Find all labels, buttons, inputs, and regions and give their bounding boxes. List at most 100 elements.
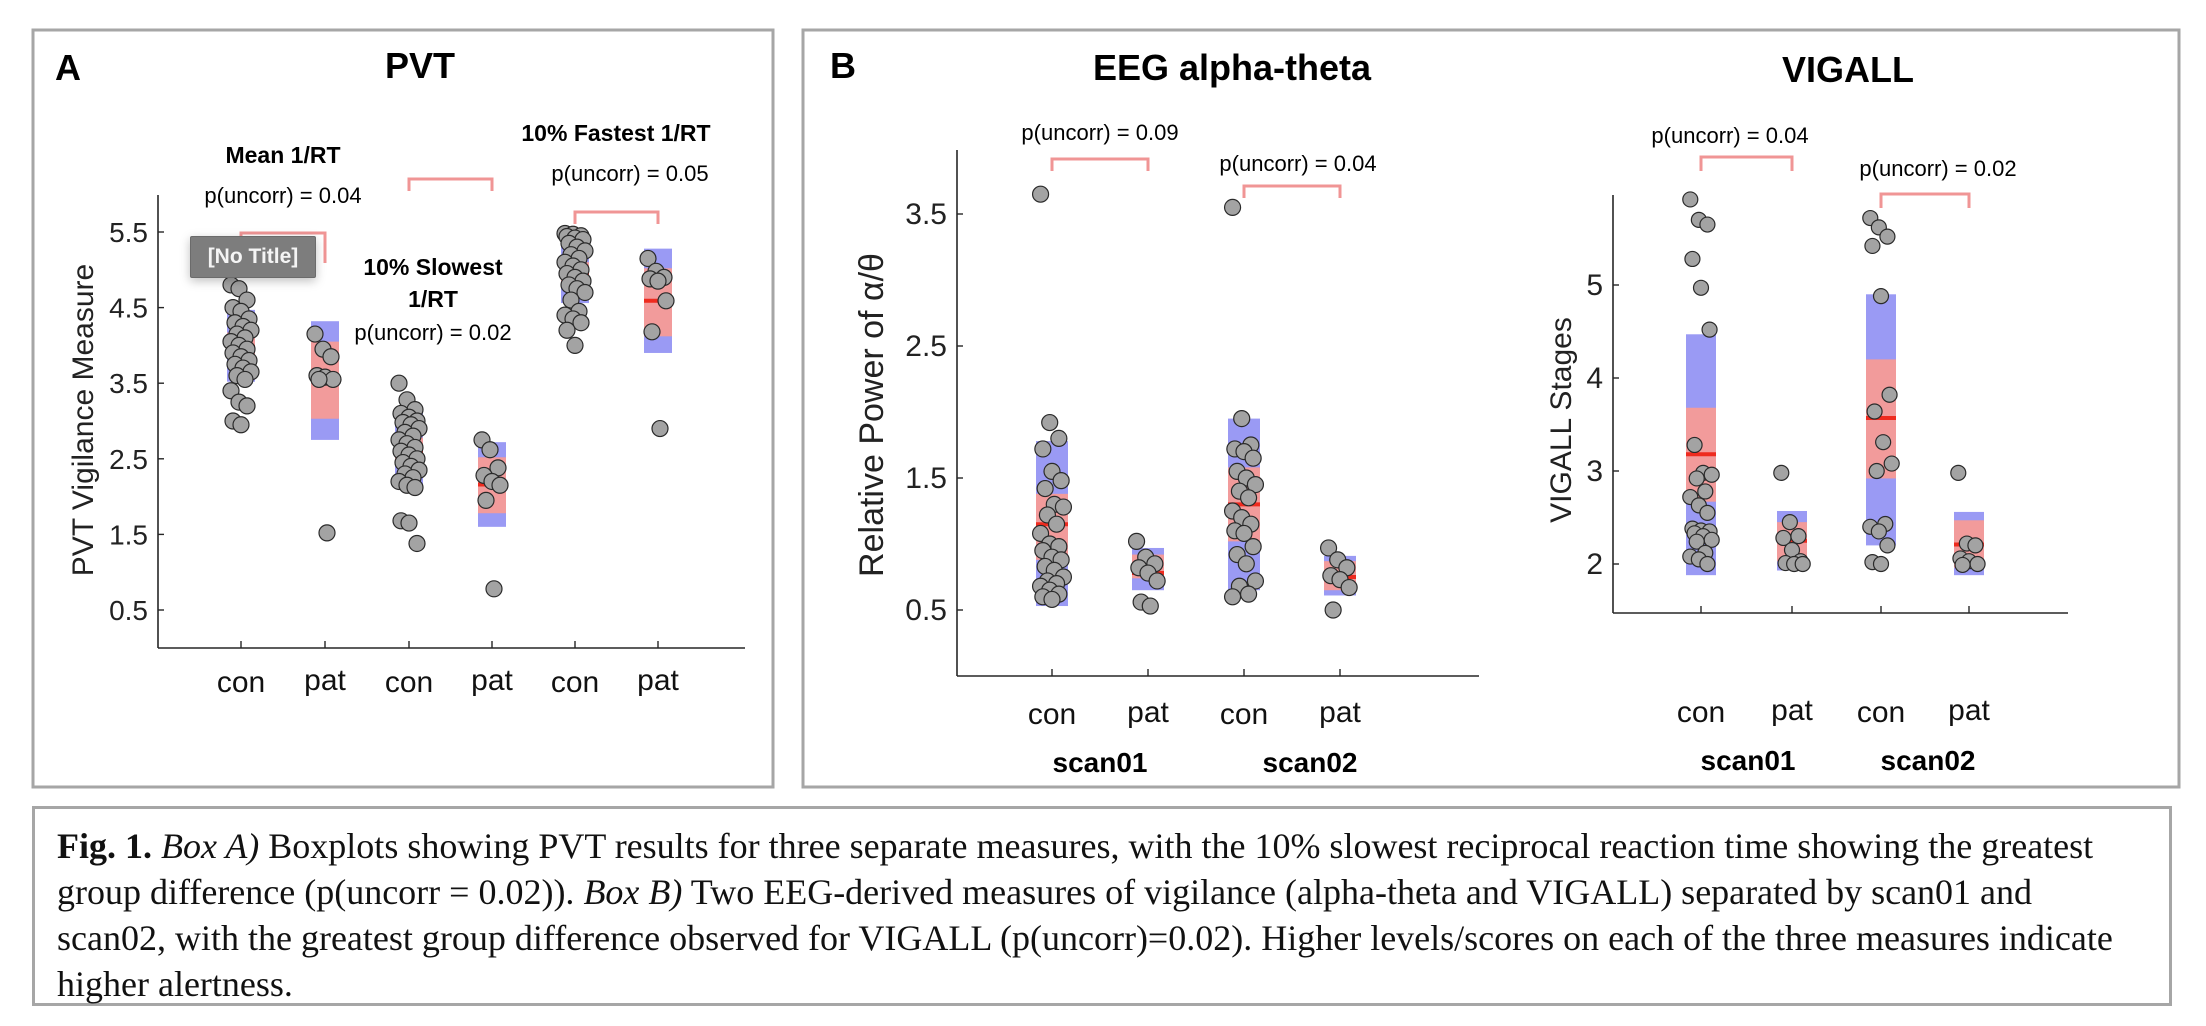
data-point (406, 478, 424, 497)
vigall-xtick-label: con (1677, 696, 1725, 729)
data-point (1036, 479, 1054, 498)
measure-label: Mean 1/RT (225, 142, 340, 168)
pvt-xtick-label: pat (637, 664, 679, 697)
pvt-group-pat (639, 248, 675, 438)
data-point (491, 476, 509, 494)
data-point (1699, 216, 1716, 233)
p-value-label: p(uncorr) = 0.05 (551, 161, 708, 186)
eeg-ylabel: Relative Power of α/θ (853, 253, 891, 577)
data-point (481, 441, 499, 459)
measure-label: 10% Slowest (363, 254, 503, 280)
vigall-ylabel: VIGALL Stages (1545, 317, 1578, 523)
eeg-xtick-label: con (1028, 698, 1076, 731)
data-point (1682, 191, 1699, 208)
p-value-label: p(uncorr) = 0.09 (1021, 120, 1178, 145)
vigall-group-con (1682, 191, 1720, 576)
data-point (1043, 590, 1061, 609)
data-point (649, 272, 667, 290)
vigall-ytick-label: 3 (1586, 455, 1603, 488)
data-point (651, 419, 669, 438)
p-value-label: p(uncorr) = 0.04 (204, 183, 361, 208)
data-point (1881, 386, 1898, 403)
pvt-group-con (390, 374, 428, 553)
figure-canvas: A PVT B EEG alpha-theta VIGALL PVT Vigil… (31, 28, 2181, 789)
eeg-ytick-label: 2.5 (905, 330, 947, 363)
data-point (1237, 555, 1255, 573)
data-point (400, 514, 418, 532)
eeg-xtick-label: pat (1319, 696, 1361, 729)
data-point (1967, 537, 1984, 554)
data-point (1699, 504, 1716, 521)
data-point (1239, 585, 1258, 603)
eeg-scan01-label: scan01 (1053, 747, 1148, 778)
p-value-label: p(uncorr) = 0.04 (1219, 151, 1376, 176)
data-point (1223, 198, 1242, 216)
vigall-xtick-label: pat (1771, 694, 1813, 727)
data-point (1244, 449, 1262, 467)
data-point (1050, 429, 1068, 447)
pvt-ytick-label: 5.5 (109, 217, 148, 248)
data-point (1692, 279, 1710, 296)
data-point (1701, 321, 1718, 338)
significance-bracket (1879, 192, 1971, 208)
eeg-group-con (1223, 198, 1265, 606)
eeg-group-pat (1127, 532, 1166, 615)
caption-fig-label: Fig. 1. (57, 826, 152, 866)
eeg-title: EEG alpha-theta (1093, 47, 1372, 88)
data-point (1781, 514, 1798, 531)
data-point (639, 249, 657, 268)
data-point (1868, 462, 1885, 480)
data-point (1052, 472, 1070, 490)
caption-box-b-label: Box B) (583, 872, 683, 912)
panel-b-frame (801, 28, 2181, 789)
data-point (1875, 434, 1892, 451)
data-point (1233, 410, 1251, 428)
significance-bracket (573, 210, 660, 224)
data-point (1872, 288, 1890, 305)
data-point (1319, 539, 1338, 557)
data-point (566, 336, 584, 354)
data-point (657, 292, 675, 310)
data-point (1324, 601, 1342, 619)
pvt-ytick-label: 4.5 (109, 293, 148, 324)
data-point (485, 580, 503, 598)
data-point (1773, 464, 1790, 481)
caption-box-a-text: Boxplots showing PVT results for three s… (57, 826, 2094, 912)
pvt-xtick-label: pat (304, 664, 346, 697)
eeg-xtick-label: pat (1127, 696, 1169, 729)
pvt-chart: 0.5 1.5 2.5 3.5 4.5 5.5 con pat con pat con pat Mean… (109, 120, 745, 699)
pvt-group-pat (306, 321, 342, 542)
data-point (1244, 538, 1262, 556)
pvt-group-con (222, 276, 260, 434)
vigall-ytick-label: 2 (1586, 548, 1603, 581)
eeg-ytick-label: 1.5 (905, 462, 947, 495)
plots-layer: 0.5 1.5 2.5 3.5 4.5 5.5 con pat con pat con pat Mean… (109, 120, 2068, 731)
pvt-ylabel: PVT Vigilance Measure (67, 264, 100, 576)
eeg-group-pat (1319, 539, 1358, 619)
pvt-xtick-label: con (385, 666, 433, 699)
pvt-xtick-label: con (217, 666, 265, 699)
caption-box-b-text: Two EEG-derived measures of vigilance (a… (57, 872, 2113, 1004)
data-point (1127, 532, 1146, 550)
panel-b-letter: B (830, 45, 856, 86)
data-point (1950, 464, 1967, 481)
data-point (1047, 515, 1066, 533)
caption-box-a-label: Box A) (161, 826, 260, 866)
figure-caption: Fig. 1. Box A) Boxplots showing PVT resu… (32, 806, 2172, 1006)
data-point (1148, 572, 1166, 590)
data-point (1340, 578, 1358, 597)
data-point (558, 321, 576, 339)
vigall-ytick-label: 5 (1586, 269, 1603, 302)
pvt-ytick-label: 0.5 (109, 595, 148, 626)
no-title-tooltip: [No Title] (190, 236, 316, 278)
vigall-title: VIGALL (1782, 49, 1914, 90)
data-point (1239, 489, 1258, 507)
vigall-scan01-label: scan01 (1701, 745, 1796, 776)
data-point (306, 325, 324, 343)
data-point (1223, 588, 1242, 606)
data-point (322, 348, 340, 366)
data-point (408, 534, 426, 553)
data-point (572, 314, 590, 332)
pvt-ytick-label: 3.5 (109, 368, 148, 399)
vigall-chart: 2 3 4 5 con pat con pat p(uncorr) = 0.04 p(uncorr… (1586, 123, 2068, 729)
